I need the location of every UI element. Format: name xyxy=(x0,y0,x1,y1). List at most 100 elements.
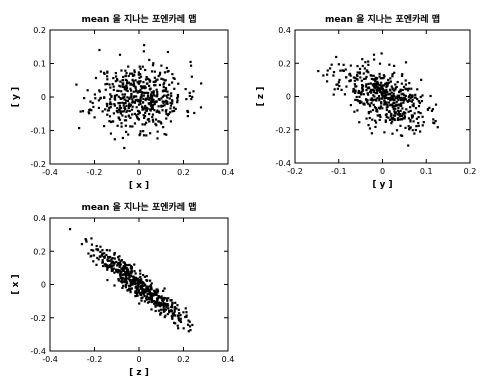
scatter-point xyxy=(188,91,191,94)
scatter-point xyxy=(143,116,146,119)
scatter-point xyxy=(138,279,141,282)
scatter-point xyxy=(332,74,335,77)
scatter-point xyxy=(414,128,417,132)
scatter-point xyxy=(387,78,390,81)
scatter-point xyxy=(354,90,357,93)
scatter-point xyxy=(140,280,143,283)
scatter-point xyxy=(169,107,172,110)
scatter-point xyxy=(162,83,165,86)
scatter-point xyxy=(99,70,102,73)
scatter-point xyxy=(102,252,106,255)
scatter-point xyxy=(112,85,115,88)
scatter-point xyxy=(145,82,149,85)
scatter-point xyxy=(330,63,333,66)
y-tick-label: -0.4 xyxy=(275,159,291,168)
scatter-point xyxy=(150,297,154,300)
scatter-point xyxy=(399,90,402,93)
scatter-point xyxy=(375,88,378,92)
scatter-point xyxy=(376,80,379,84)
scatter-point xyxy=(100,254,103,257)
scatter-point xyxy=(124,115,127,118)
scatter-point xyxy=(129,125,132,128)
scatter-point xyxy=(152,100,155,104)
scatter-point xyxy=(102,125,106,128)
scatter-point xyxy=(166,70,169,73)
scatter-point xyxy=(136,81,139,84)
scatter-point xyxy=(166,114,169,117)
scatter-point xyxy=(155,288,158,291)
scatter-point xyxy=(123,98,126,101)
scatter-point xyxy=(376,110,379,113)
x-tick-label: 0.2 xyxy=(177,168,190,177)
scatter-point xyxy=(368,105,372,108)
scatter-point xyxy=(155,100,158,103)
scatter-point xyxy=(127,272,130,275)
scatter-point xyxy=(420,100,424,103)
scatter-point xyxy=(119,112,122,115)
scatter-point xyxy=(125,104,128,107)
scatter-point xyxy=(400,114,403,118)
scatter-point xyxy=(162,89,166,93)
scatter-point xyxy=(407,110,410,113)
scatter-point xyxy=(395,129,399,132)
scatter-point xyxy=(85,240,88,243)
scatter-point xyxy=(383,92,386,95)
scatter-point xyxy=(374,80,377,83)
scatter-point xyxy=(129,87,132,90)
scatter-point xyxy=(380,102,383,105)
scatter-point xyxy=(397,106,400,109)
scatter-point xyxy=(358,71,361,74)
scatter-point xyxy=(127,74,130,78)
scatter-point xyxy=(169,104,173,107)
x-tick-label: 0 xyxy=(136,355,141,364)
scatter-point xyxy=(129,82,132,86)
scatter-point xyxy=(148,285,151,288)
x-tick-label: 0 xyxy=(380,167,385,176)
scatter-point xyxy=(109,101,112,104)
scatter-point xyxy=(142,85,145,88)
scatter-point xyxy=(380,52,383,55)
scatter-point xyxy=(78,126,81,130)
scatter-point xyxy=(415,125,418,128)
scatter-point xyxy=(103,96,106,99)
scatter-point xyxy=(367,93,370,96)
scatter-point xyxy=(105,253,108,257)
scatter-point xyxy=(152,120,155,123)
scatter-point xyxy=(137,73,140,76)
scatter-point xyxy=(158,98,161,101)
scatter-point xyxy=(151,64,155,67)
scatter-point xyxy=(173,310,176,313)
scatter-point xyxy=(98,89,101,92)
scatter-point xyxy=(358,67,362,71)
scatter-point xyxy=(150,70,154,73)
scatter-point xyxy=(146,285,149,288)
scatter-point xyxy=(124,275,127,278)
scatter-point xyxy=(106,82,109,86)
scatter-point xyxy=(138,100,142,103)
scatter-point xyxy=(131,83,134,86)
scatter-point xyxy=(138,282,141,285)
scatter-point xyxy=(410,87,413,90)
scatter-point xyxy=(179,314,182,317)
scatter-points xyxy=(68,228,194,333)
scatter-point xyxy=(363,77,366,81)
scatter-point xyxy=(413,132,416,135)
scatter-point xyxy=(121,110,124,113)
scatter-point xyxy=(169,101,172,104)
scatter-point xyxy=(116,107,119,110)
scatter-point xyxy=(162,94,166,97)
scatter-point xyxy=(362,72,365,75)
x-tick-label: 0.2 xyxy=(177,355,190,364)
scatter-point xyxy=(118,118,122,121)
scatter-point xyxy=(139,67,142,70)
scatter-point xyxy=(187,319,190,322)
scatter-point xyxy=(99,245,102,248)
scatter-point xyxy=(129,283,133,286)
scatter-point xyxy=(109,132,113,135)
scatter-point xyxy=(178,312,181,315)
scatter-point xyxy=(149,108,152,111)
scatter-point xyxy=(131,74,135,77)
scatter-point xyxy=(87,111,90,114)
scatter-point xyxy=(137,103,141,106)
scatter-point xyxy=(188,94,191,98)
